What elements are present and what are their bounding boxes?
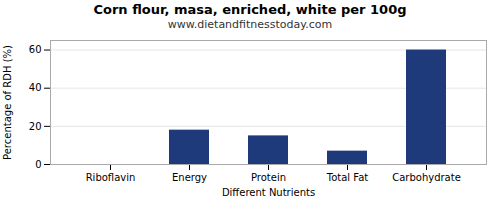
html-text:www.dietandfitnesstoday.com: www.dietandfitnesstoday.com — [167, 18, 333, 31]
svg-text:Percentage of RDH (%): Percentage of RDH (%) — [2, 45, 13, 160]
svg-text:Different Nutrients: Different Nutrients — [222, 187, 315, 198]
svg-text:Total Fat: Total Fat — [326, 172, 368, 183]
svg-text:Riboflavin: Riboflavin — [86, 172, 136, 183]
svg-text:60: 60 — [29, 44, 42, 55]
svg-text:40: 40 — [29, 82, 42, 93]
html-text:Corn flour, masa, enriched, wh: Corn flour, masa, enriched, white per 10… — [93, 2, 407, 17]
svg-text:20: 20 — [29, 121, 42, 132]
svg-text:0: 0 — [35, 159, 41, 170]
svg-text:Carbohydrate: Carbohydrate — [392, 172, 461, 183]
svg-text:Protein: Protein — [251, 172, 286, 183]
svg-text:Energy: Energy — [172, 172, 207, 183]
